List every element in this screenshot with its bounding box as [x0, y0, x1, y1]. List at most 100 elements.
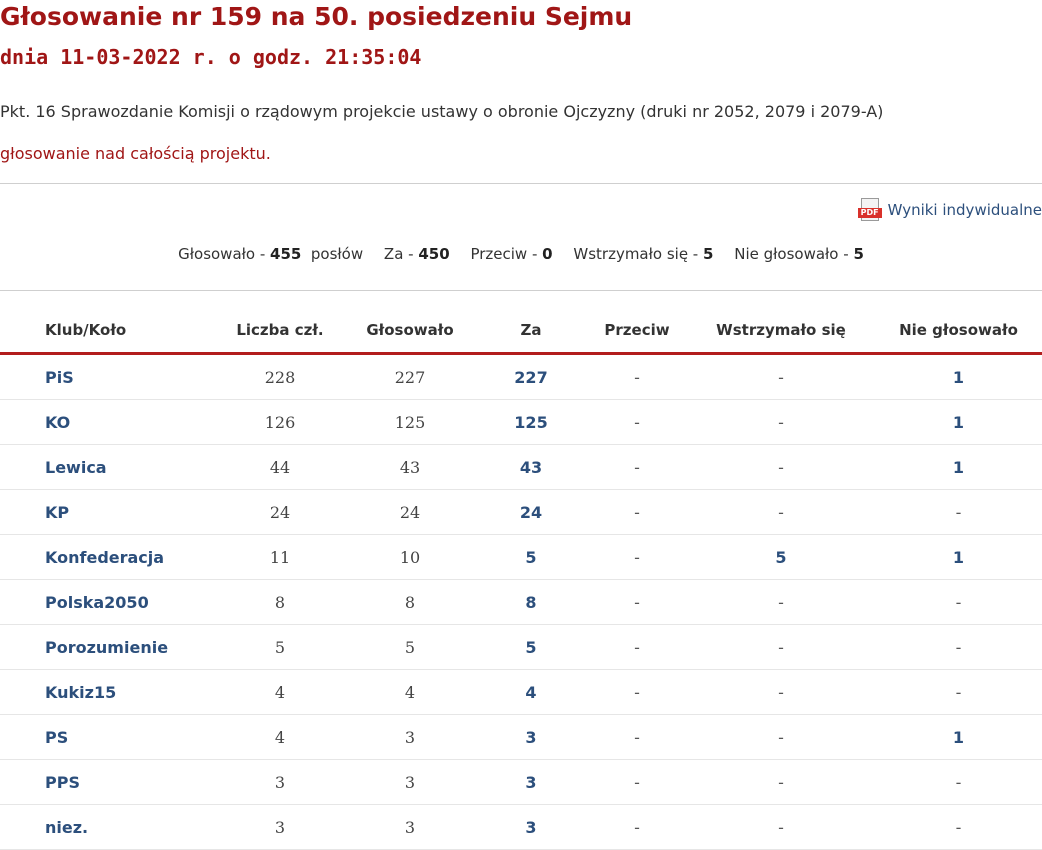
cell-voted: 10	[345, 534, 475, 580]
cell-club[interactable]: Polska2050	[0, 579, 215, 625]
cell-voted: 8	[345, 579, 475, 625]
summary-abstained: Wstrzymało się - 5	[573, 245, 714, 263]
table-row: niez. 3 3 3- - -	[0, 804, 1042, 850]
column-header-against: Przeciw	[587, 308, 687, 355]
cell-abstained[interactable]: 5	[687, 534, 875, 580]
cell-voted: 3	[345, 714, 475, 760]
cell-club[interactable]: KO	[0, 399, 215, 445]
cell-not-voted[interactable]: 1	[875, 399, 1042, 445]
table-header-row: Klub/Koło Liczba czł. Głosowało Za Przec…	[0, 308, 1042, 355]
cell-abstained: -	[687, 669, 875, 715]
cell-for[interactable]: 5	[475, 534, 587, 580]
cell-for[interactable]: 3	[475, 714, 587, 760]
cell-abstained: -	[687, 399, 875, 445]
individual-results-pdf-link[interactable]: PDF Wyniki indywidualne	[857, 198, 1042, 222]
cell-for[interactable]: 43	[475, 444, 587, 490]
cell-club[interactable]: KP	[0, 489, 215, 535]
cell-club[interactable]: Porozumienie	[0, 624, 215, 670]
cell-members: 228	[215, 353, 345, 400]
cell-abstained: -	[687, 804, 875, 850]
cell-abstained: -	[687, 579, 875, 625]
cell-abstained: -	[687, 489, 875, 535]
cell-against: -	[587, 714, 687, 760]
cell-club[interactable]: Konfederacja	[0, 534, 215, 580]
pdf-icon: PDF	[857, 198, 882, 222]
results-table: Klub/Koło Liczba czł. Głosowało Za Przec…	[0, 308, 1042, 850]
vote-datetime: dnia 11-03-2022 r. o godz. 21:35:04	[0, 45, 422, 69]
cell-not-voted[interactable]: 1	[875, 534, 1042, 580]
individual-results-label: Wyniki indywidualne	[887, 201, 1042, 219]
cell-voted: 3	[345, 804, 475, 850]
table-row: PS 4 3 3- -1	[0, 714, 1042, 760]
cell-for[interactable]: 227	[475, 353, 587, 400]
table-row: Porozumienie 5 5 5- - -	[0, 624, 1042, 670]
cell-voted: 125	[345, 399, 475, 445]
cell-against: -	[587, 489, 687, 535]
cell-voted: 5	[345, 624, 475, 670]
cell-members: 4	[215, 714, 345, 760]
vote-topic: głosowanie nad całością projektu.	[0, 144, 271, 163]
column-header-club: Klub/Koło	[0, 308, 215, 355]
cell-members: 11	[215, 534, 345, 580]
cell-abstained: -	[687, 624, 875, 670]
summary-against: Przeciw - 0	[470, 245, 553, 263]
column-header-voted: Głosowało	[345, 308, 475, 355]
cell-not-voted[interactable]: 1	[875, 714, 1042, 760]
summary-for: Za - 450	[383, 245, 450, 263]
cell-members: 3	[215, 759, 345, 805]
cell-club[interactable]: PiS	[0, 353, 215, 400]
divider	[0, 183, 1042, 184]
cell-for[interactable]: 3	[475, 759, 587, 805]
cell-abstained: -	[687, 714, 875, 760]
cell-for[interactable]: 4	[475, 669, 587, 715]
column-header-not-voted: Nie głosowało	[875, 308, 1042, 355]
table-row: KP 24 24 24- - -	[0, 489, 1042, 535]
cell-not-voted[interactable]: 1	[875, 444, 1042, 490]
cell-club[interactable]: niez.	[0, 804, 215, 850]
cell-against: -	[587, 579, 687, 625]
cell-against: -	[587, 669, 687, 715]
cell-not-voted: -	[875, 669, 1042, 715]
cell-not-voted[interactable]: 1	[875, 353, 1042, 400]
table-row: PiS 228 227 227- -1	[0, 353, 1042, 400]
cell-for[interactable]: 24	[475, 489, 587, 535]
cell-voted: 3	[345, 759, 475, 805]
page-title: Głosowanie nr 159 na 50. posiedzeniu Sej…	[0, 2, 633, 31]
table-row: Kukiz15 4 4 4- - -	[0, 669, 1042, 715]
cell-against: -	[587, 759, 687, 805]
cell-for[interactable]: 3	[475, 804, 587, 850]
cell-not-voted: -	[875, 759, 1042, 805]
table-row: Polska2050 8 8 8- - -	[0, 579, 1042, 625]
cell-not-voted: -	[875, 804, 1042, 850]
cell-voted: 43	[345, 444, 475, 490]
cell-members: 4	[215, 669, 345, 715]
cell-against: -	[587, 624, 687, 670]
cell-against: -	[587, 444, 687, 490]
agenda-item: Pkt. 16 Sprawozdanie Komisji o rządowym …	[0, 102, 884, 121]
cell-members: 8	[215, 579, 345, 625]
cell-members: 126	[215, 399, 345, 445]
cell-against: -	[587, 399, 687, 445]
column-header-abstained: Wstrzymało się	[687, 308, 875, 355]
cell-club[interactable]: PS	[0, 714, 215, 760]
column-header-for: Za	[475, 308, 587, 355]
cell-not-voted: -	[875, 624, 1042, 670]
cell-voted: 4	[345, 669, 475, 715]
cell-against: -	[587, 804, 687, 850]
cell-for[interactable]: 8	[475, 579, 587, 625]
cell-not-voted: -	[875, 579, 1042, 625]
table-row: Lewica 44 43 43- -1	[0, 444, 1042, 490]
table-row: PPS 3 3 3- - -	[0, 759, 1042, 805]
cell-abstained: -	[687, 353, 875, 400]
cell-club[interactable]: PPS	[0, 759, 215, 805]
cell-club[interactable]: Kukiz15	[0, 669, 215, 715]
cell-club[interactable]: Lewica	[0, 444, 215, 490]
cell-abstained: -	[687, 759, 875, 805]
summary-voted: Głosowało - 455 posłów	[178, 245, 364, 263]
cell-against: -	[587, 534, 687, 580]
cell-members: 24	[215, 489, 345, 535]
table-row: KO 126 125 125- -1	[0, 399, 1042, 445]
cell-abstained: -	[687, 444, 875, 490]
cell-for[interactable]: 125	[475, 399, 587, 445]
cell-for[interactable]: 5	[475, 624, 587, 670]
